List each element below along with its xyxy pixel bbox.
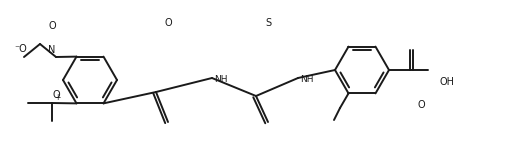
- Text: O: O: [48, 21, 56, 31]
- Text: NH: NH: [299, 74, 313, 83]
- Text: O: O: [164, 18, 172, 28]
- Text: +: +: [54, 93, 60, 102]
- Text: OH: OH: [439, 77, 454, 87]
- Text: O: O: [417, 100, 425, 110]
- Text: N: N: [48, 45, 56, 55]
- Text: NH: NH: [214, 74, 227, 83]
- Text: O: O: [52, 90, 60, 100]
- Text: S: S: [265, 18, 271, 28]
- Text: ⁻O: ⁻O: [15, 44, 27, 54]
